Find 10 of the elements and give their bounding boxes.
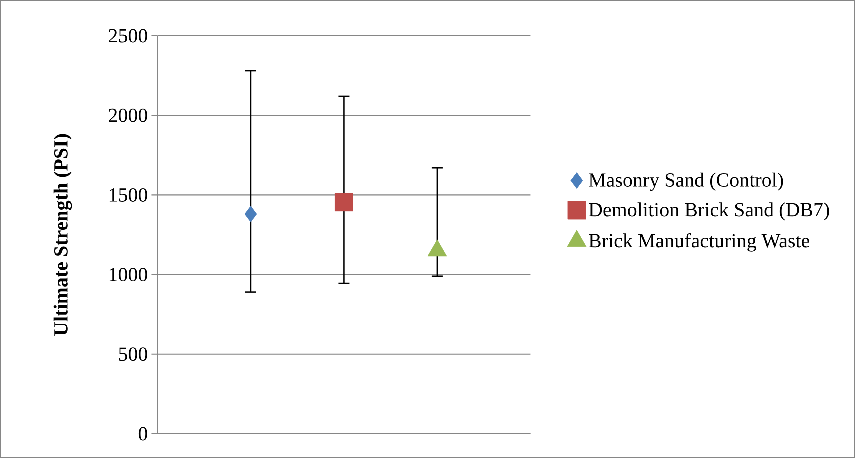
legend-label: Demolition Brick Sand (DB7) — [589, 202, 830, 221]
legend-label: Masonry Sand (Control) — [589, 172, 784, 192]
y-tick-label: 500 — [119, 348, 148, 362]
y-tick-label: 1500 — [110, 188, 148, 202]
y-tick-label: 0 — [138, 427, 148, 441]
y-axis-title: Ultimate Strength (PSI) — [54, 134, 72, 336]
legend-label: Brick Manufacturing Waste — [589, 233, 810, 252]
y-tick-label: 2000 — [109, 108, 148, 122]
y-tick-label: 1000 — [110, 268, 148, 282]
y-tick-label: 2500 — [109, 29, 148, 43]
